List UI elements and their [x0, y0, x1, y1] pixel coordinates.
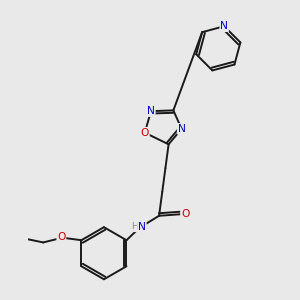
Text: H: H	[131, 222, 138, 231]
Text: N: N	[178, 124, 185, 134]
Text: N: N	[138, 222, 146, 232]
Text: N: N	[220, 21, 228, 31]
Text: N: N	[147, 106, 155, 116]
Text: O: O	[141, 128, 149, 138]
Text: O: O	[57, 232, 66, 242]
Text: O: O	[181, 209, 189, 219]
